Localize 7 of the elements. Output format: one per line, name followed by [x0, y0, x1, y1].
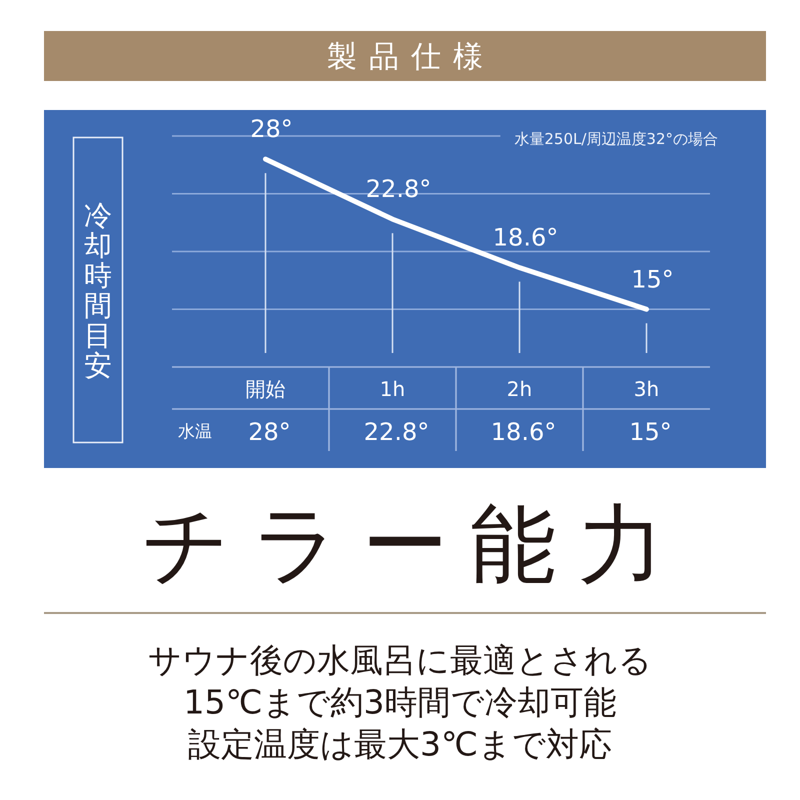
title: 製品仕様	[327, 40, 495, 74]
annotation: チラー能力	[142, 495, 686, 595]
annotation: サウナ後の水風呂に最適とされる	[148, 640, 652, 680]
ylabel: 冷却時間目安	[84, 198, 112, 382]
annotation: 設定温度は最大3℃まで対応	[188, 724, 612, 764]
annotation: 15℃まで約3時間で冷却可能	[183, 682, 617, 722]
subtitle: 水量250L/周辺温度32°の場合	[514, 130, 718, 148]
